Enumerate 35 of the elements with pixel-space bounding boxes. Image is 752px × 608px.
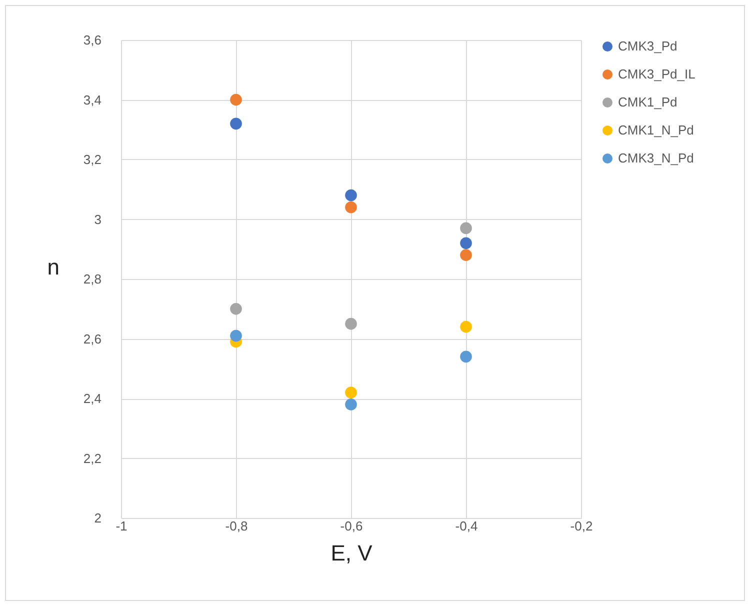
point xyxy=(460,350,472,363)
point xyxy=(460,222,472,234)
point xyxy=(460,249,472,262)
legend-label: CMK1_N_Pd xyxy=(618,122,694,138)
x-axis-title: E, V xyxy=(330,540,373,566)
point xyxy=(345,189,357,202)
point xyxy=(460,320,472,333)
point xyxy=(345,398,357,410)
point xyxy=(345,386,357,398)
y-tick-label: 2,8 xyxy=(83,272,102,286)
y-tick-label: 2,4 xyxy=(83,391,102,406)
x-tick-label: -0,4 xyxy=(455,518,478,534)
y-tick-label: 2,2 xyxy=(83,450,102,466)
legend-label: CMK1_Pd xyxy=(618,94,678,110)
point xyxy=(230,330,242,342)
y-tick-label: 2,6 xyxy=(83,331,102,346)
legend-label: CMK3_Pd_IL xyxy=(618,66,696,82)
point xyxy=(345,201,357,214)
x-tick-label: -0,8 xyxy=(225,518,248,534)
y-tick-label: 2 xyxy=(94,510,102,526)
point xyxy=(230,302,242,315)
point xyxy=(230,118,242,130)
y-axis-title: n xyxy=(47,254,60,280)
y-tick-label: 3 xyxy=(94,212,102,227)
y-tick-label: 3,2 xyxy=(83,152,102,167)
y-tick-label: 3,6 xyxy=(83,32,102,48)
x-tick-label: -0,2 xyxy=(570,518,593,534)
point xyxy=(460,237,472,250)
x-tick-label: -0,6 xyxy=(340,518,363,534)
x-tick-label: -1 xyxy=(116,518,128,534)
y-tick-label: 3,4 xyxy=(83,92,102,108)
legend-label: CMK3_N_Pd xyxy=(618,150,694,166)
point xyxy=(230,94,242,106)
legend-label: CMK3_Pd xyxy=(618,38,678,54)
point xyxy=(345,318,357,330)
